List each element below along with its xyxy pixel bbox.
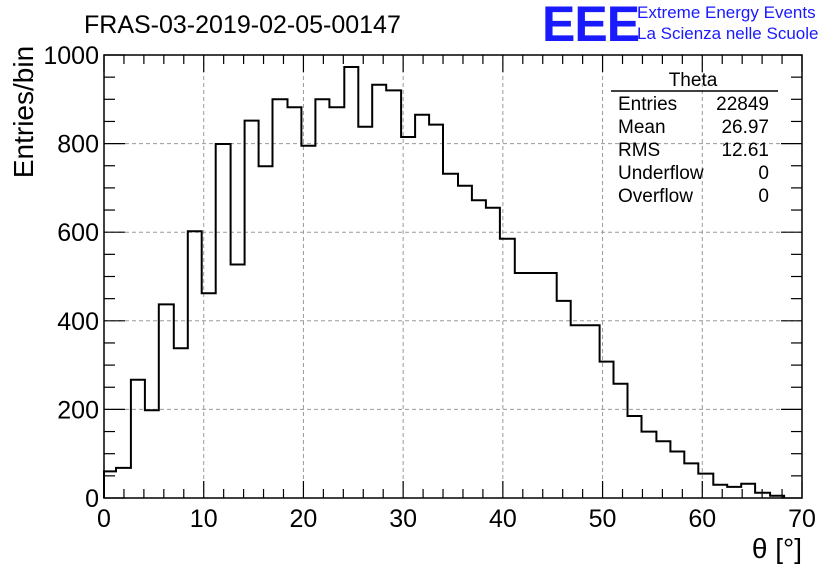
y-tick-label: 800 <box>57 131 99 159</box>
grid-lines <box>104 55 802 498</box>
stat-value: 12.61 <box>721 140 769 161</box>
x-tick-label: 0 <box>97 505 111 533</box>
x-tick-label: 30 <box>389 505 417 533</box>
stat-label: Mean <box>618 117 666 138</box>
stat-label: Entries <box>618 94 677 115</box>
eee-logo: EEE Extreme Energy Events La Scienza nel… <box>542 0 818 52</box>
y-tick-label: 0 <box>85 485 99 513</box>
x-tick-label: 50 <box>589 505 617 533</box>
axis-ticks <box>103 54 803 499</box>
x-axis-title: θ [°] <box>752 533 802 564</box>
x-tick-label: 20 <box>290 505 318 533</box>
stat-value: 22849 <box>716 94 769 115</box>
chart-title: FRAS-03-2019-02-05-00147 <box>84 11 401 39</box>
y-tick-label: 600 <box>57 219 99 247</box>
stats-box: Theta Entries 22849 Mean 26.97 RMS 12.61… <box>611 70 778 207</box>
stat-value: 0 <box>758 186 769 207</box>
y-tick-label: 200 <box>57 396 99 424</box>
tick-labels: 0 10 20 30 40 50 60 70 0 200 400 600 800 1000 <box>43 42 816 533</box>
y-tick-label: 1000 <box>43 42 99 70</box>
stat-label: Underflow <box>618 163 704 184</box>
plot-frame <box>103 54 803 499</box>
x-tick-label: 70 <box>788 505 816 533</box>
stat-value: 0 <box>758 163 769 184</box>
stat-label: Overflow <box>618 186 693 207</box>
logo-mark: EEE <box>542 0 639 52</box>
logo-line-1: Extreme Energy Events <box>637 3 816 22</box>
stat-label: RMS <box>618 140 660 161</box>
y-tick-label: 400 <box>57 308 99 336</box>
stats-title: Theta <box>669 70 718 91</box>
x-tick-label: 40 <box>489 505 517 533</box>
x-tick-label: 60 <box>688 505 716 533</box>
stat-value: 26.97 <box>721 117 769 138</box>
x-tick-label: 10 <box>190 505 218 533</box>
y-axis-title: Entries/bin <box>8 46 39 178</box>
histogram-series <box>103 66 786 498</box>
logo-line-2: La Scienza nelle Scuole <box>637 24 818 43</box>
